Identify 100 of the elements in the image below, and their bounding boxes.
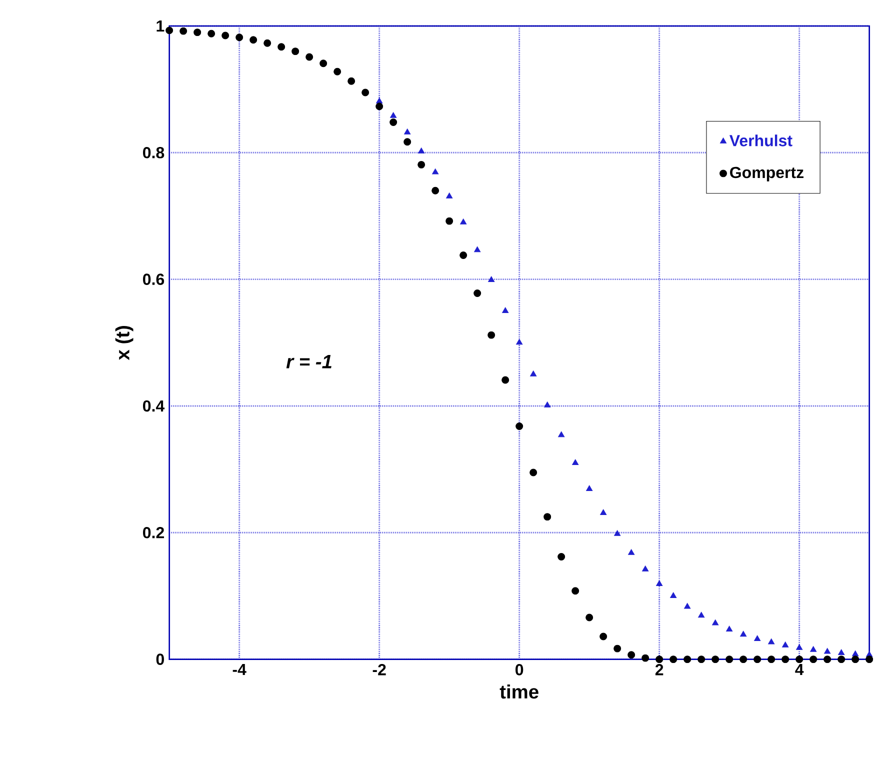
point [572, 459, 579, 465]
point [614, 644, 622, 652]
point [446, 192, 453, 198]
point [586, 485, 593, 491]
point [250, 36, 258, 44]
point [404, 128, 411, 134]
point [656, 656, 664, 664]
point [348, 77, 356, 85]
point [698, 612, 705, 618]
point [264, 39, 272, 47]
y-tick-label: 1 [156, 20, 164, 32]
point [404, 138, 412, 146]
point [292, 48, 300, 56]
point [180, 27, 188, 35]
point [866, 656, 874, 664]
point [670, 656, 678, 664]
point [306, 53, 314, 61]
point [740, 630, 747, 637]
point [362, 88, 370, 96]
point [614, 530, 621, 536]
point [488, 331, 496, 339]
point [460, 252, 468, 259]
point [586, 614, 594, 622]
point [600, 632, 608, 640]
legend-label: Gompertz [730, 166, 804, 182]
x-tick-label: 0 [516, 664, 524, 676]
point [278, 43, 286, 51]
point [656, 580, 663, 586]
annotation: r = -1 [286, 355, 332, 368]
point [824, 648, 831, 654]
point [418, 148, 425, 154]
y-tick-label: 0.2 [143, 526, 164, 538]
point [852, 656, 860, 664]
point [502, 376, 510, 384]
point [824, 656, 832, 664]
x-tick-label: 2 [655, 664, 664, 676]
point [838, 656, 846, 664]
point [194, 28, 202, 36]
point [628, 549, 635, 555]
point [530, 370, 537, 376]
point [236, 34, 244, 42]
y-tick-label: 0.8 [143, 146, 164, 158]
point [530, 468, 538, 476]
point [684, 656, 692, 664]
point [740, 656, 748, 664]
point [572, 587, 580, 595]
point [320, 60, 328, 68]
y-tick-label: 0.4 [143, 400, 165, 412]
point [516, 422, 524, 430]
legend-label: Verhulst [729, 134, 792, 146]
point [726, 626, 733, 632]
point [642, 566, 649, 572]
point [376, 98, 383, 104]
point [376, 102, 384, 110]
point [222, 32, 230, 40]
y-axis-title: x (t) [115, 326, 134, 360]
point [754, 635, 761, 642]
point [642, 654, 650, 662]
point [796, 656, 804, 664]
point [208, 30, 216, 38]
x-tick-label: 4 [795, 664, 804, 676]
point [544, 513, 552, 521]
x-axis-title: time [500, 684, 538, 699]
point [460, 218, 467, 224]
x-tick-label: -2 [372, 664, 386, 676]
point [516, 338, 523, 345]
point [712, 656, 720, 664]
point [432, 168, 439, 174]
y-tick-label: 0.6 [143, 274, 164, 285]
point [166, 26, 174, 34]
point [474, 246, 481, 252]
point [768, 638, 775, 644]
point [852, 650, 859, 656]
point [502, 307, 509, 313]
point [810, 656, 818, 664]
point [684, 603, 691, 609]
point [796, 644, 803, 650]
point [432, 186, 440, 194]
point [782, 642, 789, 648]
y-tick-label: 0 [156, 654, 164, 665]
point [418, 160, 426, 168]
point [628, 651, 636, 659]
point [698, 656, 706, 664]
point [768, 656, 776, 664]
point [334, 68, 342, 76]
point [838, 649, 845, 655]
point [390, 118, 398, 126]
point [558, 552, 566, 560]
point [558, 431, 565, 438]
point [446, 217, 454, 225]
x-tick-label: -4 [232, 664, 246, 676]
point [670, 592, 677, 598]
point [488, 276, 495, 282]
point [544, 402, 551, 408]
point [754, 656, 762, 664]
point [810, 646, 817, 652]
point [390, 112, 397, 118]
point [474, 290, 482, 297]
point [782, 656, 790, 664]
point [600, 509, 607, 516]
